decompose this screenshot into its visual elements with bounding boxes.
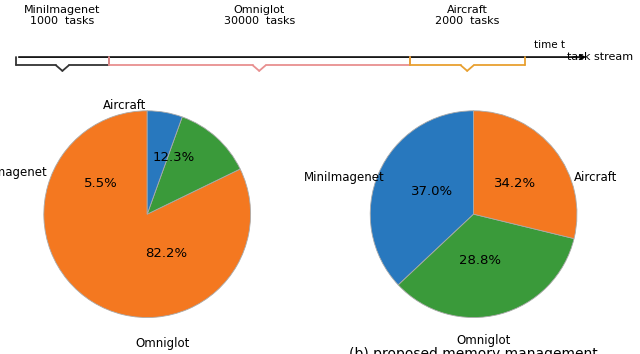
Text: MiniImagenet
1000  tasks: MiniImagenet 1000 tasks: [24, 5, 100, 26]
Wedge shape: [398, 214, 574, 318]
Wedge shape: [147, 117, 240, 214]
FancyArrowPatch shape: [19, 55, 584, 59]
Text: 12.3%: 12.3%: [153, 151, 195, 164]
Text: 37.0%: 37.0%: [411, 185, 453, 198]
Wedge shape: [474, 111, 577, 239]
Text: Omniglot: Omniglot: [136, 337, 190, 350]
Text: Omniglot
30000  tasks: Omniglot 30000 tasks: [223, 5, 295, 26]
Text: MiniImagenet: MiniImagenet: [304, 171, 385, 184]
Text: Aircraft: Aircraft: [103, 99, 146, 112]
Text: 34.2%: 34.2%: [494, 177, 536, 190]
Text: 82.2%: 82.2%: [145, 247, 187, 260]
Text: time t: time t: [534, 40, 565, 50]
Text: MiniImagenet: MiniImagenet: [0, 166, 48, 179]
Text: task stream: task stream: [568, 52, 634, 62]
Wedge shape: [370, 111, 474, 285]
Text: Aircraft: Aircraft: [574, 171, 617, 184]
Text: 5.5%: 5.5%: [84, 177, 118, 190]
Text: 28.8%: 28.8%: [459, 254, 501, 267]
Text: Omniglot: Omniglot: [457, 334, 511, 347]
Text: (b) proposed memory management: (b) proposed memory management: [349, 347, 598, 354]
Text: Aircraft
2000  tasks: Aircraft 2000 tasks: [435, 5, 499, 26]
Wedge shape: [44, 111, 251, 318]
Wedge shape: [147, 111, 182, 214]
